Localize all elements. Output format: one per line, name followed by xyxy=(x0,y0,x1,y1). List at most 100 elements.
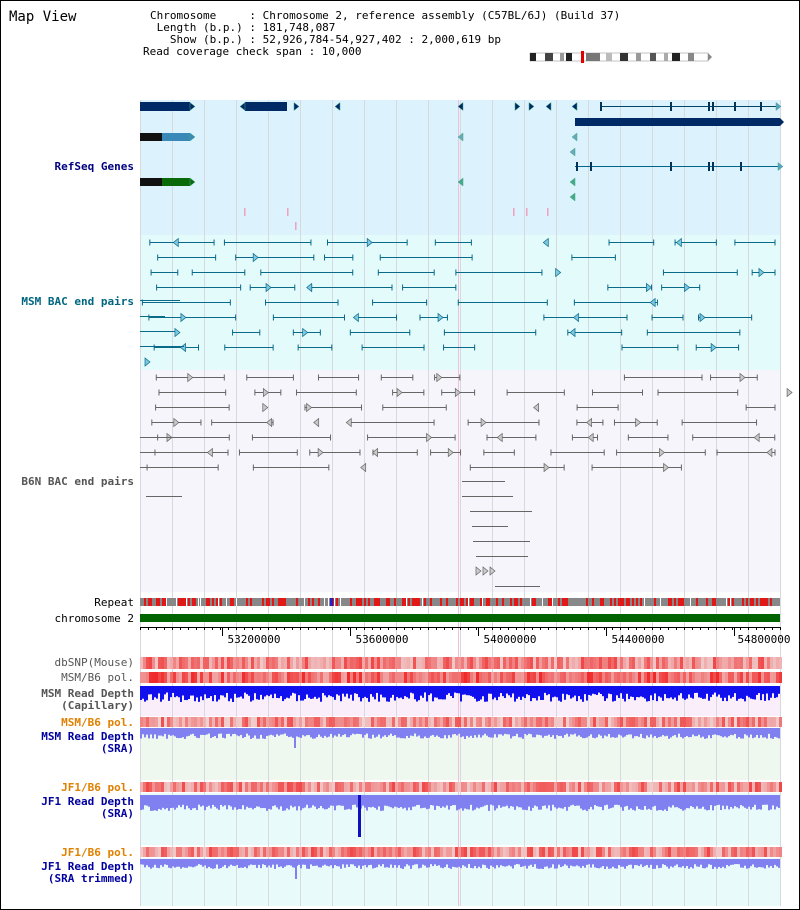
bac-end xyxy=(653,239,655,246)
depth-bar xyxy=(452,728,454,735)
heat-cell xyxy=(551,672,554,683)
depth-bar xyxy=(294,795,296,807)
jf1-b6-pol-label[interactable]: JF1/B6 pol. xyxy=(61,781,134,794)
heat-cell xyxy=(329,672,332,683)
repeat-label[interactable]: Repeat xyxy=(94,596,134,609)
depth-bar xyxy=(392,686,394,695)
depth-bar xyxy=(536,728,538,735)
heat-cell xyxy=(752,717,755,727)
repeat-gap xyxy=(334,598,335,606)
heat-cell xyxy=(203,847,206,857)
depth-bar xyxy=(556,795,558,809)
heat-cell xyxy=(275,657,278,669)
depth-bar xyxy=(200,859,202,865)
heat-cell xyxy=(710,657,713,669)
depth-bar xyxy=(768,728,770,734)
heat-cell xyxy=(713,657,716,669)
refseq-gene-features[interactable] xyxy=(140,101,784,230)
heat-cell xyxy=(188,657,191,669)
heat-cell xyxy=(374,782,377,792)
heat-cell xyxy=(410,672,413,683)
heat-cell xyxy=(605,657,608,669)
polymorphism-heat-tracks[interactable] xyxy=(140,657,782,857)
heat-cell xyxy=(722,782,725,792)
gene-block xyxy=(140,102,190,111)
heat-cell xyxy=(269,782,272,792)
depth-bar xyxy=(646,728,648,736)
heat-cell xyxy=(536,847,539,857)
depth-bar xyxy=(598,859,600,869)
heat-cell xyxy=(560,717,563,727)
depth-bar xyxy=(406,859,408,865)
heat-cell xyxy=(431,847,434,857)
chromosome-ideogram[interactable] xyxy=(529,51,712,63)
msm-bac-end-pairs-label[interactable]: MSM BAC end pairs xyxy=(21,295,134,308)
heat-cell xyxy=(353,717,356,727)
bac-end-arrow xyxy=(447,447,454,458)
chromosome-bar[interactable] xyxy=(140,614,780,622)
depth-bar xyxy=(186,728,188,737)
dbsnp-label[interactable]: dbSNP(Mouse) xyxy=(54,656,134,669)
jf1-read-depth-trimmed-label[interactable]: JF1 Read Depth (SRA trimmed) xyxy=(41,861,134,885)
depth-bar xyxy=(648,795,650,809)
read-depth-tracks[interactable] xyxy=(140,686,780,879)
heat-cell xyxy=(524,657,527,669)
depth-bar xyxy=(492,728,494,738)
heat-cell xyxy=(272,672,275,683)
heat-cell xyxy=(437,672,440,683)
depth-bar xyxy=(188,859,190,867)
heat-cell xyxy=(596,847,599,857)
depth-bar xyxy=(630,728,632,735)
heat-cell xyxy=(758,672,761,683)
heat-cell xyxy=(527,782,530,792)
heat-cell xyxy=(776,717,779,727)
depth-bar xyxy=(734,859,736,865)
heat-cell xyxy=(317,672,320,683)
heat-cell xyxy=(167,717,170,727)
depth-bar xyxy=(526,728,528,736)
heat-cell xyxy=(284,847,287,857)
heat-cell xyxy=(155,717,158,727)
jf1-read-depth-sra-label[interactable]: JF1 Read Depth (SRA) xyxy=(41,796,134,820)
repeat-gap xyxy=(340,598,341,606)
depth-bar xyxy=(206,859,208,869)
msm-read-depth-capillary-label[interactable]: MSM Read Depth (Capillary) xyxy=(41,688,134,712)
jf1-b6-pol-label-2[interactable]: JF1/B6 pol. xyxy=(61,846,134,859)
bac-end xyxy=(355,389,357,396)
direction-arrow xyxy=(775,101,782,112)
heat-cell xyxy=(383,782,386,792)
b6n-bac-end-pair-features[interactable] xyxy=(140,372,793,587)
depth-bar xyxy=(164,859,166,865)
heat-cell xyxy=(215,782,218,792)
repeat-track-bar[interactable] xyxy=(140,598,780,606)
heat-cell xyxy=(203,782,206,792)
depth-bar xyxy=(632,686,634,698)
depth-bar xyxy=(372,795,374,807)
msm-b6-pol-label-2[interactable]: MSM/B6 pol. xyxy=(61,716,134,729)
depth-bar xyxy=(658,795,660,811)
bac-end xyxy=(328,464,330,471)
heat-cell xyxy=(266,847,269,857)
repeat-element xyxy=(760,598,762,606)
refseq-genes-label[interactable]: RefSeq Genes xyxy=(54,160,134,173)
heat-cell xyxy=(311,657,314,669)
depth-bar xyxy=(232,728,234,735)
ideogram-band xyxy=(688,53,694,61)
bac-end xyxy=(571,254,573,261)
b6n-bac-end-pairs-label[interactable]: B6N BAC end pairs xyxy=(21,475,134,488)
heat-cell xyxy=(278,847,281,857)
heat-cell xyxy=(482,717,485,727)
heat-cell xyxy=(626,657,629,669)
msm-b6-pol-label[interactable]: MSM/B6 pol. xyxy=(61,671,134,684)
gene-exon xyxy=(760,102,762,111)
heat-cell xyxy=(194,657,197,669)
repeat-element xyxy=(770,598,772,606)
msm-bac-end-pair-features[interactable] xyxy=(140,237,776,367)
label-line: (Capillary) xyxy=(61,699,134,712)
chromosome-label[interactable]: chromosome 2 xyxy=(54,612,134,625)
heat-cell xyxy=(467,672,470,683)
depth-bar xyxy=(298,686,300,696)
heat-cell xyxy=(617,782,620,792)
msm-read-depth-sra-label[interactable]: MSM Read Depth (SRA) xyxy=(41,731,134,755)
